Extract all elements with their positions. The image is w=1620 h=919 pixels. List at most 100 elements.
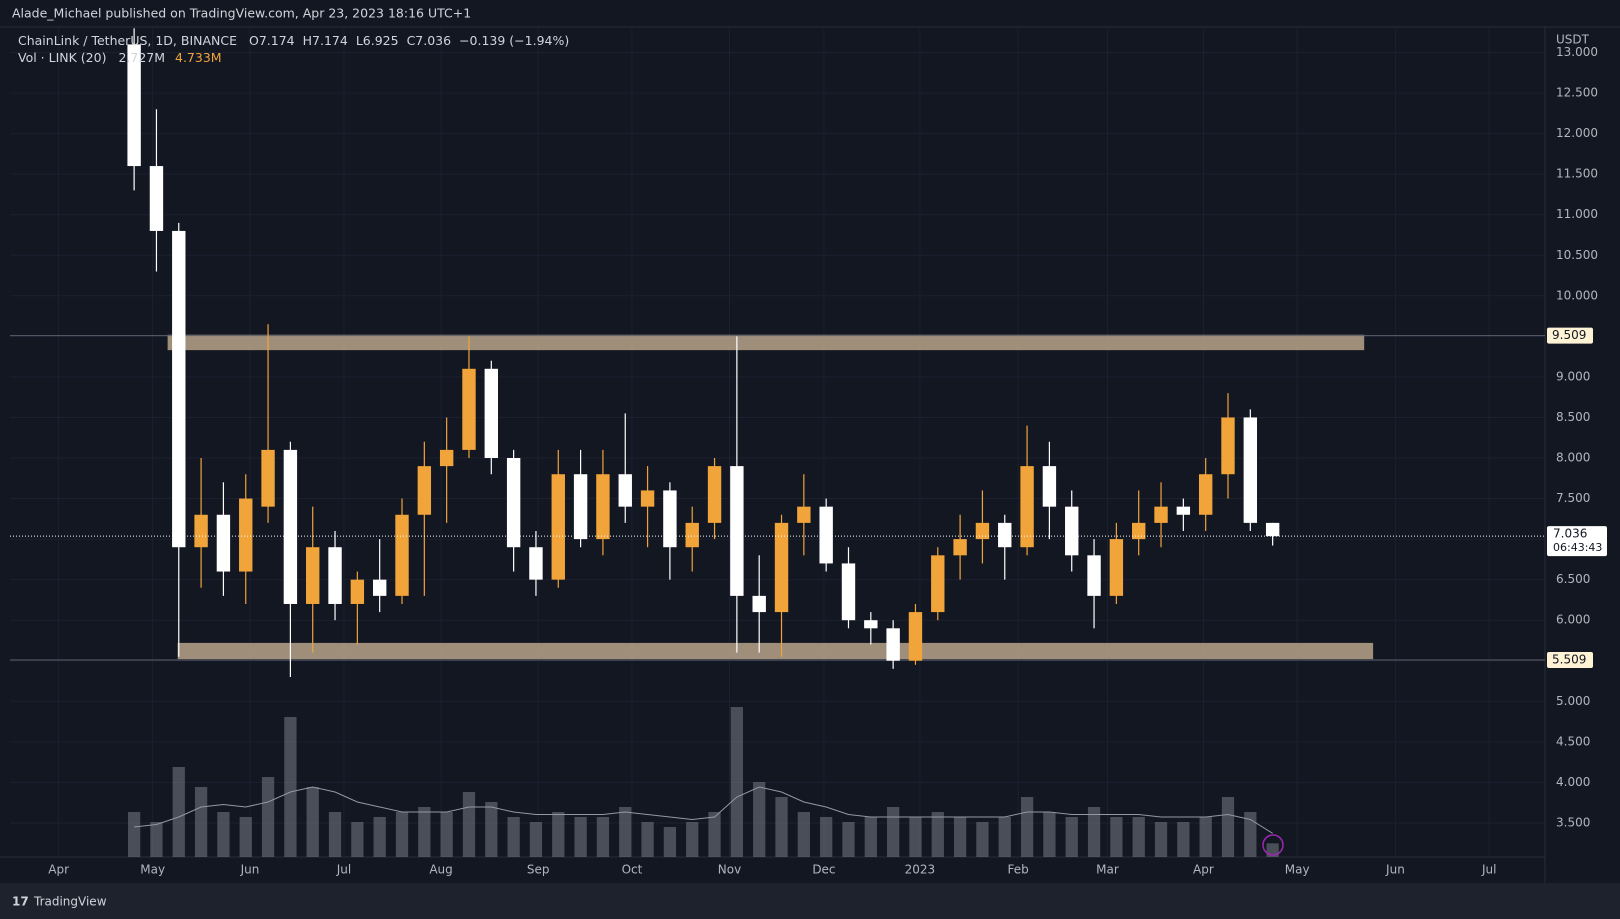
volume-bar bbox=[820, 817, 833, 857]
candle-body bbox=[886, 628, 900, 661]
price-label-box bbox=[1547, 652, 1593, 669]
y-tick-label: 8.500 bbox=[1556, 410, 1590, 424]
x-tick-label: 2023 bbox=[905, 863, 936, 877]
candle-body bbox=[149, 166, 164, 231]
candle-body bbox=[372, 579, 387, 596]
candle-body bbox=[640, 490, 655, 507]
legend-line: ChainLink / TetherUS, 1D, BINANCE O7.174… bbox=[18, 33, 569, 48]
footer-bar bbox=[0, 883, 1620, 919]
volume-bar bbox=[440, 812, 453, 857]
x-tick-label: Mar bbox=[1096, 863, 1119, 877]
footer: TradingView bbox=[33, 895, 107, 909]
x-tick-label: May bbox=[1285, 863, 1310, 877]
x-tick-label: Aug bbox=[429, 863, 452, 877]
volume-bar bbox=[886, 807, 900, 857]
y-tick-label: 9.000 bbox=[1556, 369, 1590, 383]
candle-body bbox=[975, 522, 990, 540]
volume-bar bbox=[239, 817, 252, 857]
l-label: L bbox=[356, 33, 363, 48]
y-tick-label: 8.000 bbox=[1556, 451, 1590, 465]
candle-body bbox=[239, 498, 253, 572]
volume-bar bbox=[909, 817, 922, 857]
x-tick-label: May bbox=[140, 863, 165, 877]
volume-bar bbox=[641, 822, 654, 857]
low: 6.925 bbox=[363, 33, 399, 48]
candle-body bbox=[417, 466, 432, 515]
volume-ma-line bbox=[134, 786, 1273, 834]
volume-bar bbox=[1154, 822, 1168, 857]
candle-body bbox=[172, 230, 186, 548]
volume-bar bbox=[998, 817, 1011, 857]
volume-bar bbox=[842, 822, 855, 857]
candle-body bbox=[1132, 522, 1146, 540]
countdown: 06:43:43 bbox=[1553, 541, 1602, 554]
last-price-label: 7.036 bbox=[1553, 527, 1587, 541]
candle-body bbox=[841, 563, 856, 621]
y-tick-label: 4.500 bbox=[1556, 734, 1590, 748]
close: 7.036 bbox=[415, 33, 451, 48]
volume-bar bbox=[351, 822, 364, 857]
open: 7.174 bbox=[259, 33, 295, 48]
candle-body bbox=[551, 474, 565, 580]
volume-bar bbox=[797, 812, 810, 857]
candle-body bbox=[1265, 522, 1280, 537]
volume-bar bbox=[619, 807, 632, 857]
candle-body bbox=[730, 466, 744, 596]
x-tick-label: Apr bbox=[48, 863, 69, 877]
volume-bar bbox=[194, 787, 208, 857]
volume-bar bbox=[217, 812, 230, 857]
price-line-label: 5.509 bbox=[1552, 653, 1586, 667]
volume-pane bbox=[127, 707, 1279, 857]
volume-bar bbox=[1065, 817, 1078, 857]
candle-body bbox=[1087, 555, 1101, 596]
candle-body bbox=[1020, 466, 1034, 548]
x-tick-label: Sep bbox=[527, 863, 550, 877]
candle-body bbox=[261, 449, 275, 507]
publisher: Alade_Michael published on TradingView.c… bbox=[12, 6, 471, 21]
last-price-box bbox=[1547, 526, 1607, 557]
volume-bar bbox=[1244, 812, 1257, 857]
x-tick-label: Jul bbox=[336, 863, 351, 877]
volume-bar bbox=[172, 767, 185, 857]
volume-bar bbox=[150, 822, 163, 857]
y-tick-label: 11.500 bbox=[1556, 167, 1598, 181]
x-tick-label: Dec bbox=[812, 863, 835, 877]
volume-bar bbox=[395, 812, 409, 857]
candle-body bbox=[484, 368, 499, 459]
volume-ma-value: 4.733M bbox=[175, 50, 222, 65]
volume-bar bbox=[306, 787, 319, 857]
volume-bar bbox=[1110, 817, 1123, 857]
candle-body bbox=[752, 595, 766, 613]
candle-body bbox=[1154, 506, 1168, 523]
candle-body bbox=[596, 474, 610, 540]
volume-bar bbox=[864, 817, 877, 857]
y-tick-label: 10.500 bbox=[1556, 248, 1598, 262]
y-tick-label: 7.500 bbox=[1556, 491, 1590, 505]
y-tick-label: 13.000 bbox=[1556, 45, 1598, 59]
volume-bar bbox=[1221, 797, 1235, 857]
x-tick-label: Jun bbox=[1385, 863, 1405, 877]
y-tick-label: 4.000 bbox=[1556, 775, 1590, 789]
y-tick-label: 10.000 bbox=[1556, 288, 1598, 302]
volume-bar bbox=[1020, 797, 1034, 857]
zones bbox=[10, 334, 1545, 661]
candle-body bbox=[864, 620, 878, 629]
x-tick-label: Jun bbox=[240, 863, 260, 877]
lightning-icon[interactable] bbox=[1262, 834, 1284, 856]
candle-body bbox=[194, 514, 208, 548]
volume-bar bbox=[1177, 822, 1190, 857]
candle-body bbox=[127, 44, 141, 167]
tradingview-logo: 17 TradingView bbox=[12, 895, 107, 909]
candle-body bbox=[573, 474, 588, 540]
candle-body bbox=[819, 506, 833, 564]
candle-body bbox=[931, 555, 945, 613]
x-tick-label: Jul bbox=[1481, 863, 1496, 877]
volume-bar bbox=[708, 812, 721, 857]
volume-bar bbox=[953, 817, 967, 857]
volume-bar bbox=[1087, 807, 1101, 857]
candle-body bbox=[506, 458, 521, 548]
candle-body bbox=[1243, 417, 1258, 523]
x-tick-label: Feb bbox=[1008, 863, 1029, 877]
price-label-box bbox=[1547, 327, 1593, 344]
